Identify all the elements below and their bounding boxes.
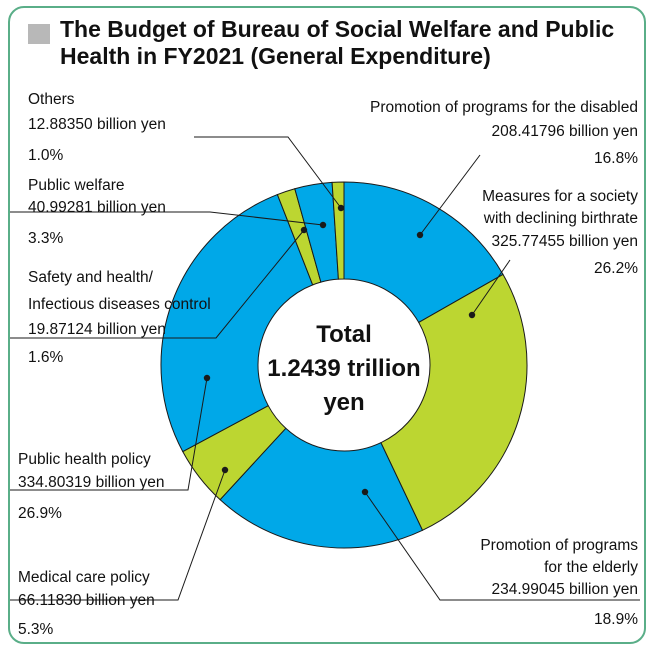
- leader-safety: [10, 229, 305, 339]
- slice-disabled: [343, 181, 504, 324]
- slice-labels: Promotion of programs for the disabled 20…: [18, 91, 638, 638]
- label-medical-0: Medical care policy: [18, 569, 150, 586]
- center-label: Total 1.2439 trillion yen: [267, 321, 420, 416]
- slice-birthrate: [380, 273, 528, 531]
- leader-dot-elderly: [361, 488, 369, 496]
- leader-dot-birthrate: [468, 311, 476, 319]
- leader-dot-medical: [221, 466, 229, 474]
- label-others-2: 1.0%: [28, 147, 64, 164]
- center-label-line-1: 1.2439 trillion: [267, 355, 420, 382]
- leader-welfare: [10, 211, 324, 226]
- leader-disabled: [419, 154, 481, 236]
- label-others-1: 12.88350 billion yen: [28, 116, 166, 133]
- center-label-line-2: yen: [323, 389, 364, 416]
- label-publichealth-0: Public health policy: [18, 451, 151, 468]
- slice-elderly: [219, 427, 424, 549]
- chart-title: The Budget of Bureau of Social Welfare a…: [60, 16, 615, 69]
- label-safety-1: Infectious diseases control: [28, 296, 211, 313]
- label-safety-3: 1.6%: [28, 349, 64, 366]
- label-welfare-1: 40.99281 billion yen: [28, 199, 166, 216]
- leader-lines: [10, 136, 640, 601]
- label-welfare-2: 3.3%: [28, 230, 64, 247]
- leader-dot-welfare: [319, 221, 327, 229]
- label-birthrate-0: Measures for a society: [482, 188, 638, 205]
- center-label-line-0: Total: [316, 321, 372, 348]
- label-elderly-3: 18.9%: [594, 611, 638, 628]
- label-medical-2: 5.3%: [18, 621, 54, 638]
- leader-others: [194, 136, 342, 209]
- leader-birthrate: [471, 259, 511, 316]
- label-medical-1: 66.11830 billion yen: [18, 592, 155, 609]
- label-disabled-2: 16.8%: [594, 150, 638, 167]
- label-birthrate-2: 325.77455 billion yen: [491, 233, 638, 250]
- slices: [160, 181, 528, 549]
- leader-dot-safety: [300, 226, 308, 234]
- label-elderly-2: 234.99045 billion yen: [491, 581, 638, 598]
- label-safety-0: Safety and health/: [28, 269, 154, 286]
- label-birthrate-3: 26.2%: [594, 260, 638, 277]
- label-birthrate-1: with declining birthrate: [483, 210, 638, 227]
- leader-dot-publichealth: [203, 374, 211, 382]
- label-others-0: Others: [28, 91, 75, 108]
- label-welfare-0: Public welfare: [28, 177, 125, 194]
- leader-dot-disabled: [416, 231, 424, 239]
- label-elderly-1: for the elderly: [544, 559, 638, 576]
- slice-publichealth: [160, 193, 314, 453]
- label-disabled-0: Promotion of programs for the disabled: [370, 99, 638, 116]
- label-elderly-0: Promotion of programs: [480, 537, 638, 554]
- label-disabled-1: 208.41796 billion yen: [491, 123, 638, 140]
- leader-medical: [10, 469, 226, 601]
- label-publichealth-1: 334.80319 billion yen: [18, 474, 165, 491]
- leader-publichealth: [10, 377, 208, 491]
- label-publichealth-2: 26.9%: [18, 505, 62, 522]
- title-marker: [28, 24, 50, 44]
- label-safety-2: 19.87124 billion yen: [28, 321, 166, 338]
- leader-dot-others: [337, 204, 345, 212]
- leader-elderly: [364, 491, 640, 601]
